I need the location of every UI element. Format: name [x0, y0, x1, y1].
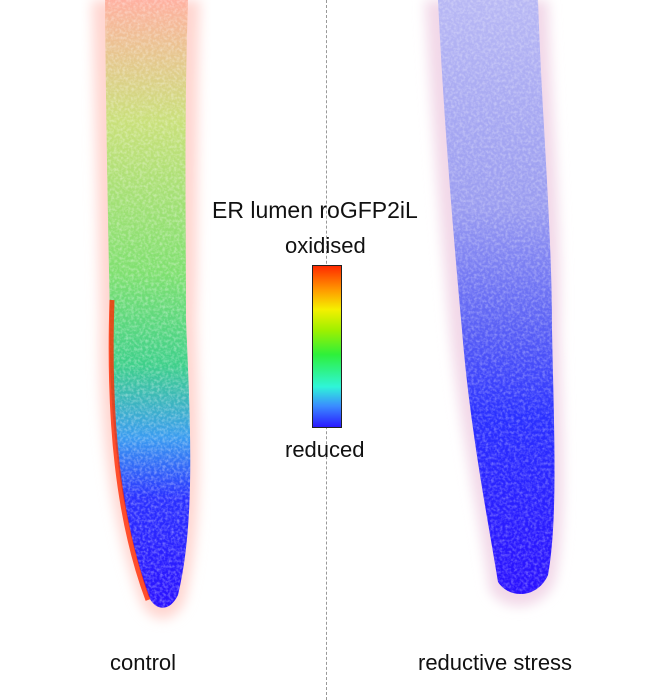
- colorbar-top-label: oxidised: [285, 233, 366, 258]
- panel-label-reductive-stress: reductive stress: [418, 650, 573, 675]
- colorbar-title: ER lumen roGFP2iL: [212, 197, 418, 223]
- reductive-stress-root: [425, 0, 564, 607]
- colorbar-bottom-label: reduced: [285, 437, 365, 462]
- colorbar: [312, 265, 342, 428]
- control-root: [92, 0, 200, 619]
- panel-label-control: control: [110, 650, 177, 675]
